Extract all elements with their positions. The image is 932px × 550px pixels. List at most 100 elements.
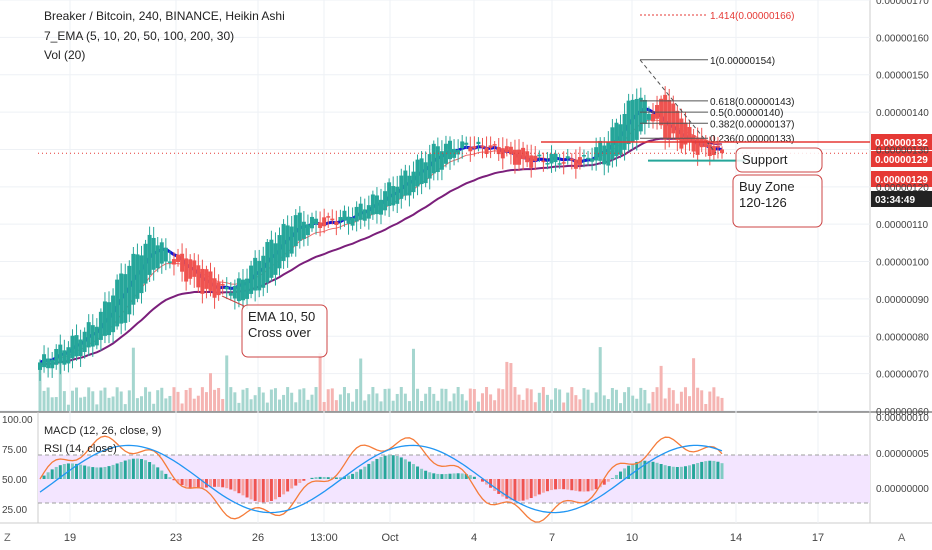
- volume-bar: [334, 400, 338, 411]
- macd-histogram-bar: [42, 475, 46, 479]
- volume-bar: [38, 365, 42, 411]
- macd-histogram-bar: [663, 465, 667, 479]
- volume-bar: [566, 392, 570, 411]
- volume-bar: [286, 387, 290, 411]
- candle-body: [159, 242, 164, 264]
- volume-bar: [257, 387, 261, 411]
- macd-histogram-bar: [712, 460, 716, 479]
- candle-body: [646, 113, 651, 120]
- volume-bar: [720, 397, 724, 411]
- macd-histogram-bar: [103, 466, 107, 479]
- volume-bar: [525, 388, 529, 411]
- volume-bar: [62, 391, 66, 411]
- candle-body: [565, 156, 570, 159]
- macd-histogram-bar: [79, 464, 83, 479]
- candle-body: [691, 135, 696, 152]
- volume-bar: [631, 395, 635, 411]
- zoom-toggle[interactable]: Z: [4, 532, 11, 544]
- candle-body: [261, 255, 266, 288]
- volume-bar: [493, 400, 497, 411]
- macd-histogram-bar: [651, 461, 655, 479]
- macd-histogram-bar: [472, 476, 476, 479]
- macd-histogram-bar: [156, 467, 160, 479]
- volume-bar: [468, 388, 472, 411]
- candle-body: [707, 144, 712, 156]
- macd-line: [39, 444, 723, 514]
- candle-body: [354, 206, 359, 222]
- price-badge: [871, 171, 932, 187]
- candle-body: [249, 265, 254, 294]
- volume-bar: [712, 387, 716, 411]
- volume-bar: [452, 393, 456, 411]
- volume-bar: [46, 387, 50, 411]
- auto-scale-toggle[interactable]: A: [898, 532, 906, 544]
- volume-bar: [643, 389, 647, 411]
- macd-histogram-bar: [598, 479, 602, 488]
- macd-histogram-bar: [391, 455, 395, 479]
- fib-trend-line: [639, 59, 717, 154]
- macd-histogram-bar: [196, 479, 200, 489]
- macd-histogram-bar: [440, 474, 444, 479]
- candle-body: [711, 146, 716, 156]
- candle-body: [431, 143, 436, 174]
- volume-bar: [91, 391, 95, 411]
- candle-body: [529, 155, 534, 168]
- candle-body: [541, 160, 546, 163]
- macd-histogram-bar: [647, 461, 651, 479]
- support-note-box: [735, 147, 823, 173]
- rsi-tick-label: 100.00: [2, 415, 33, 426]
- macd-histogram-bar: [489, 479, 493, 488]
- candle-body: [569, 158, 574, 161]
- macd-histogram-bar: [148, 462, 152, 479]
- macd-histogram-bar: [217, 479, 221, 487]
- candle-body: [443, 143, 448, 164]
- macd-histogram-bar: [513, 479, 517, 502]
- volume-bar: [436, 400, 440, 411]
- volume-bar: [696, 387, 700, 411]
- macd-histogram-bar: [249, 479, 253, 500]
- candle-body: [395, 186, 400, 204]
- volume-bar: [225, 355, 229, 411]
- candle-body: [90, 325, 95, 347]
- candle-body: [362, 209, 367, 221]
- candle-body: [577, 157, 582, 165]
- candle-body: [525, 151, 530, 163]
- candle-body: [58, 344, 63, 364]
- candle-body: [309, 216, 314, 229]
- volume-bar: [582, 388, 586, 411]
- volume-bar: [485, 387, 489, 411]
- volume-bar: [249, 399, 253, 411]
- volume-bar: [533, 402, 537, 411]
- y-tick-label: 0.00000170: [876, 0, 929, 7]
- candle-body: [638, 97, 643, 132]
- candle-body: [557, 163, 562, 165]
- candle-body: [297, 212, 302, 241]
- volume-bar: [614, 389, 618, 411]
- volume-bar: [371, 387, 375, 411]
- volume-bar: [590, 402, 594, 411]
- candle-body: [626, 100, 631, 145]
- macd-histogram-bar: [602, 479, 606, 485]
- candle-body: [119, 273, 124, 324]
- volume-bar: [598, 347, 602, 411]
- volume-bar: [679, 391, 683, 411]
- fib-level-label: 0.382(0.00000137): [710, 119, 795, 130]
- candle-body: [289, 226, 294, 254]
- macd-histogram-bar: [643, 460, 647, 479]
- candle-body: [208, 271, 213, 291]
- volume-bar: [50, 397, 54, 411]
- x-tick-label: 19: [64, 532, 76, 544]
- lower-indicator-panel: 100.00 75.00 50.00 25.00 0.00000010 0.0000000…: [2, 413, 929, 523]
- macd-histogram-bar: [659, 464, 663, 479]
- volume-bar: [428, 387, 432, 411]
- volume-bar: [107, 397, 111, 411]
- candle-body: [439, 151, 444, 170]
- candle-body: [634, 98, 639, 140]
- volume-bar: [627, 387, 631, 411]
- buy-zone-note-text: Buy Zone: [739, 179, 795, 194]
- chart-title: Breaker / Bitcoin, 240, BINANCE, Heikin …: [44, 9, 285, 23]
- volume-bar: [95, 404, 99, 411]
- candle-body: [374, 195, 379, 215]
- candle-body: [326, 216, 331, 218]
